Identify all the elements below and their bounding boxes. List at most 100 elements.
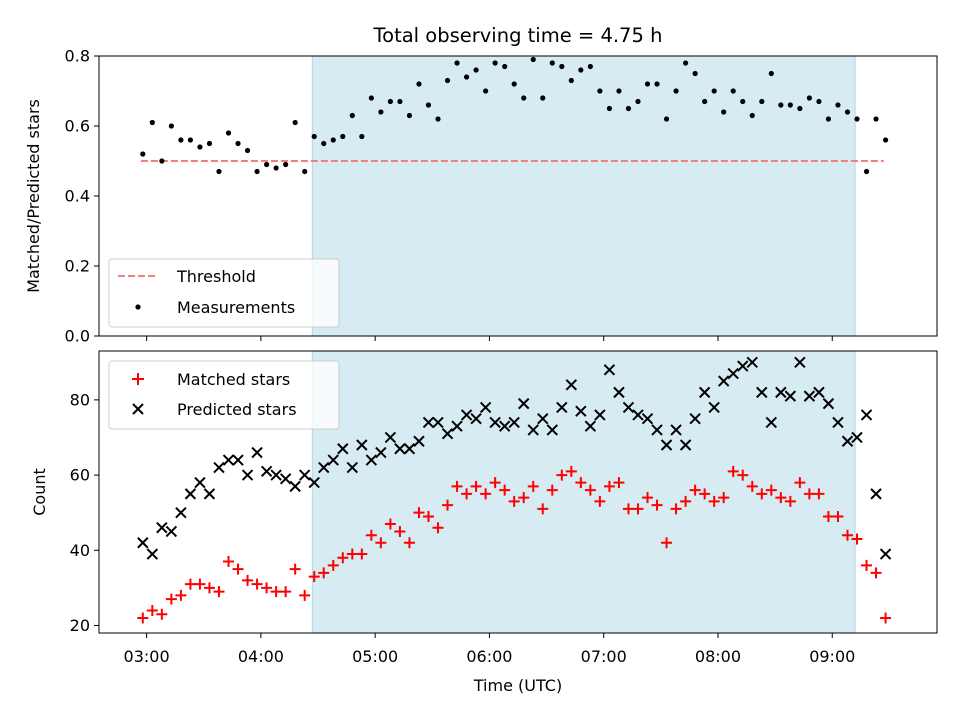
measurement-point: [578, 67, 584, 73]
predicted-star-point: [670, 424, 682, 436]
measurement-point: [768, 70, 774, 77]
matched-star-point: [718, 492, 730, 504]
measurement-point: [644, 81, 651, 87]
matched-star-point: [480, 488, 492, 500]
measurement-point: [511, 81, 517, 87]
matched-star-point: [165, 593, 177, 605]
matched-star-point: [413, 507, 425, 519]
predicted-star-point: [384, 431, 397, 444]
matched-stars-legend-label: Matched stars: [177, 370, 290, 389]
bottom-legend-box: [108, 360, 340, 430]
measurement-point: [244, 147, 251, 154]
predicted-star-point: [279, 473, 292, 485]
predicted-star-point: [470, 412, 482, 425]
matched-star-point: [289, 563, 301, 575]
measurement-point: [597, 88, 603, 94]
predicted-star-point: [489, 416, 501, 429]
measurement-point: [816, 98, 822, 105]
matched-star-point: [661, 537, 673, 549]
matched-star-point: [451, 480, 463, 492]
predicted-star-point: [479, 401, 492, 414]
matched-star-point: [156, 608, 168, 620]
matched-star-point: [594, 495, 606, 507]
matched-star-point: [489, 477, 501, 489]
top-y-axis: 0.0 0.2 0.4 0.6 0.8: [65, 47, 99, 346]
x-tick-label: 08:00: [695, 647, 741, 666]
predicted-star-point: [575, 405, 587, 417]
predicted-star-point: [232, 454, 244, 466]
predicted-star-point: [356, 439, 368, 451]
matched-star-point: [394, 525, 406, 537]
matched-star-point: [841, 529, 853, 541]
predicted-star-point: [451, 420, 463, 432]
matched-star-point: [699, 488, 711, 500]
predicted-star-point: [603, 364, 616, 376]
top-legend-box: [108, 258, 340, 328]
measurement-point: [349, 112, 355, 119]
matched-star-point: [832, 510, 844, 522]
predicted-star-point: [518, 397, 530, 410]
predicted-star-point: [841, 435, 854, 447]
measurement-point: [359, 133, 365, 140]
matched-star-point: [803, 488, 815, 500]
predicted-star-point: [498, 420, 511, 432]
matched-star-point: [461, 488, 473, 500]
x-axis-label: Time (UTC): [473, 676, 562, 695]
predicted-star-point: [441, 428, 454, 440]
measurements-legend-label: Measurements: [177, 298, 295, 317]
matched-star-point: [318, 567, 330, 579]
measurement-point: [606, 105, 613, 112]
predicted-star-point: [622, 401, 635, 414]
matched-star-point: [765, 484, 777, 496]
matched-star-point: [784, 495, 796, 507]
measurement-point: [530, 56, 536, 63]
matched-star-point: [270, 586, 282, 598]
predicted-star-point: [222, 454, 235, 466]
measurement-point: [340, 133, 346, 140]
matched-star-point: [432, 522, 444, 534]
measurement-point: [540, 95, 546, 101]
matched-star-point: [537, 503, 549, 515]
x-tick-label: 04:00: [238, 647, 284, 666]
predicted-star-point: [156, 522, 168, 534]
matched-star-point: [822, 510, 834, 522]
measurement-point: [835, 102, 841, 108]
matched-star-point: [346, 548, 358, 560]
x-tick-label: 07:00: [581, 647, 627, 666]
bottom-plot-marks: [137, 356, 892, 624]
predicted-star-point: [879, 548, 892, 560]
predicted-star-point: [289, 480, 301, 493]
matched-star-point: [470, 480, 482, 492]
predicted-star-point: [213, 461, 225, 474]
matched-star-point: [775, 492, 787, 504]
measurement-point: [187, 137, 194, 143]
matched-star-point: [356, 548, 368, 560]
predicted-star-point: [832, 416, 844, 429]
matched-star-point: [251, 578, 263, 590]
measurement-point: [844, 109, 851, 115]
measurements-legend-swatch: [135, 304, 141, 310]
measurement-point: [302, 168, 308, 175]
matched-star-point: [794, 477, 806, 489]
predicted-star-point: [194, 476, 206, 489]
measurement-point: [740, 98, 746, 105]
measurement-point: [463, 74, 470, 80]
measurement-point: [635, 98, 641, 105]
measurement-point: [749, 112, 755, 119]
measurement-point: [206, 140, 213, 147]
predicted-star-point: [251, 446, 263, 459]
measurement-point: [711, 88, 717, 94]
measurement-point: [435, 116, 441, 122]
predicted-star-point: [546, 424, 558, 436]
measurement-point: [730, 88, 736, 94]
predicted-star-point: [422, 416, 435, 429]
x-tick-label: 03:00: [124, 647, 170, 666]
matched-star-point: [603, 480, 615, 492]
predicted-star-point: [698, 386, 711, 399]
measurement-point: [616, 88, 622, 94]
matched-star-point: [375, 537, 387, 549]
matched-star-point: [213, 586, 225, 598]
predicted-star-point: [327, 454, 339, 466]
